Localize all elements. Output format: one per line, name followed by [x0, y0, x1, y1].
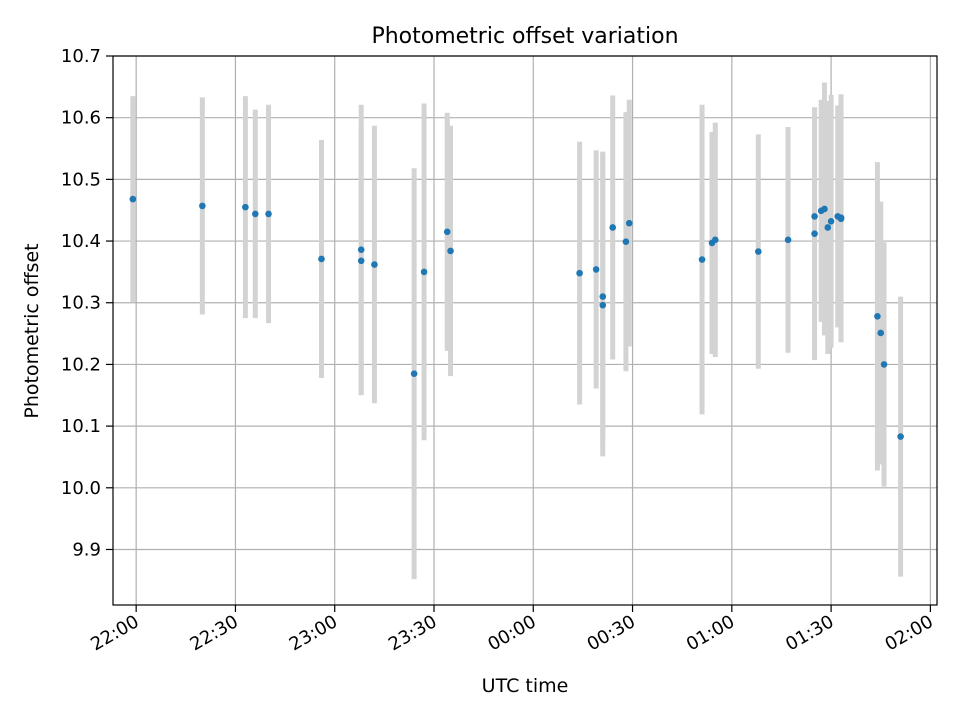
data-point: [592, 266, 600, 273]
data-point: [265, 210, 272, 218]
data-point: [599, 301, 607, 309]
data-point: [599, 293, 607, 300]
data-point: [447, 247, 454, 255]
chart-title: Photometric offset variation: [371, 24, 678, 49]
data-point: [357, 246, 365, 253]
data-point: [827, 218, 835, 225]
y-tick-label: 10.7: [61, 46, 101, 67]
data-point: [242, 203, 249, 211]
data-point: [837, 214, 845, 221]
data-point: [443, 228, 451, 236]
x-axis-label: UTC time: [482, 675, 569, 697]
data-point: [877, 329, 885, 337]
data-point: [129, 195, 137, 203]
data-point: [251, 210, 259, 218]
data-point: [318, 255, 325, 263]
plot-frame: [112, 55, 938, 606]
y-tick-label: 9.9: [72, 539, 101, 560]
data-points: [129, 195, 904, 440]
data-point: [371, 261, 378, 268]
data-point: [420, 268, 428, 276]
y-axis-label: Photometric offset: [21, 243, 43, 418]
data-point: [711, 236, 719, 244]
data-point: [824, 224, 832, 231]
y-tick-label: 10.2: [61, 354, 101, 375]
data-point: [625, 219, 633, 227]
y-tick-label: 10.1: [61, 416, 101, 437]
y-axis-ticks: 9.9 10.0 10.1 10.2 10.3 10.4 10.5 10.6 10.7: [61, 46, 113, 560]
data-point: [755, 248, 762, 255]
y-tick-label: 10.3: [61, 293, 101, 314]
data-point: [897, 433, 904, 440]
data-point: [410, 370, 418, 377]
data-point: [622, 238, 630, 245]
y-tick-label: 10.5: [61, 169, 101, 190]
data-point: [357, 257, 365, 265]
data-point: [811, 213, 818, 220]
data-point: [698, 256, 706, 263]
data-point: [576, 269, 583, 277]
data-point: [199, 202, 206, 210]
data-point: [880, 361, 888, 368]
y-tick-label: 10.6: [61, 108, 101, 129]
data-point: [811, 230, 818, 237]
data-point: [609, 224, 616, 231]
data-point: [784, 236, 792, 244]
data-point: [874, 313, 881, 320]
y-tick-label: 10.0: [61, 478, 101, 499]
data-point: [821, 205, 828, 213]
y-tick-label: 10.4: [61, 231, 101, 252]
